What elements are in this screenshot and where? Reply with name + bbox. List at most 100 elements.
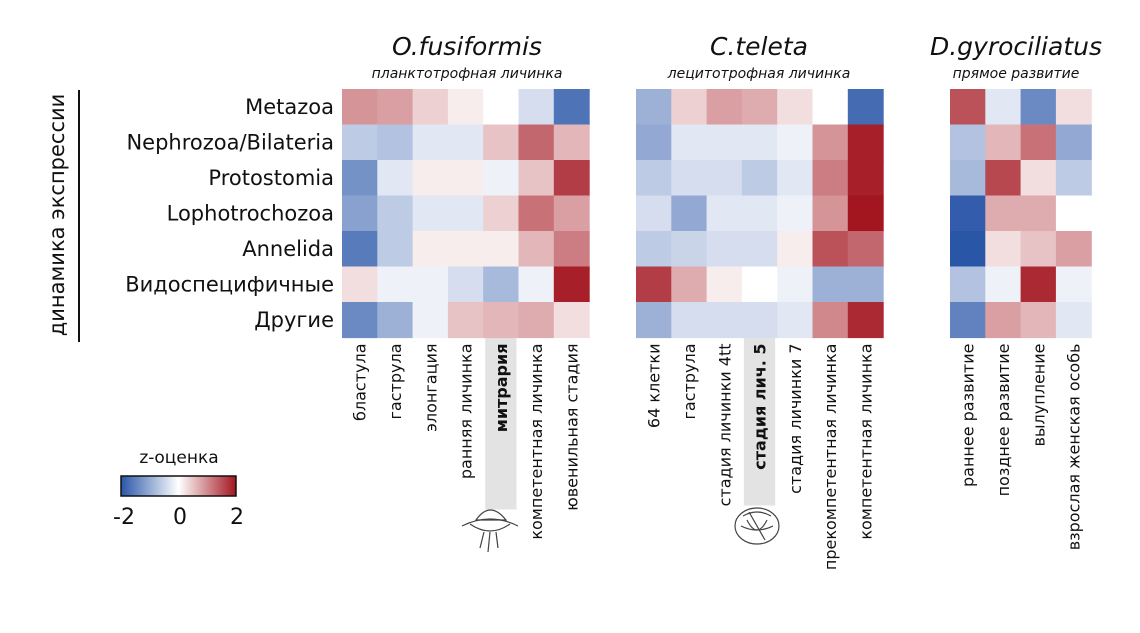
heatmap-cell [671,302,708,339]
column-label: раннее развитие [959,344,978,488]
heatmap-cell [342,231,378,268]
heatmap-cell [483,266,520,303]
trochophore-larva-icon [734,507,780,545]
heatmap-cell [447,266,484,303]
heatmap-cell [985,302,1022,339]
heatmap-cell [377,266,414,303]
heatmap-cell [553,89,590,126]
heatmap-cell [671,89,708,126]
heatmap-cell [1020,266,1057,303]
heatmap-cell [950,195,986,232]
heatmap-cell [412,302,449,339]
heatmap-cell [1055,124,1092,161]
heatmap-cell [741,302,778,339]
heatmap-cell [377,231,414,268]
heatmap-cell [518,160,555,197]
column-label: компетентная личинка [527,344,546,540]
heatmap-cell [447,160,484,197]
y-axis-label: динамика экспрессии [45,94,69,337]
heatmap-cell [777,160,814,197]
heatmap-cell [1020,124,1057,161]
species-title-ofusiformis: O.fusiformis [392,32,542,61]
heatmap-cell [741,266,778,303]
heatmap-cell [741,124,778,161]
column-labels: бластула гаструла элонгация ранняя личинка м… [351,344,1084,571]
heatmap-cell [447,89,484,126]
legend-min-label: -2 [113,505,135,530]
heatmap-cell [812,160,849,197]
heatmap-cells [342,89,1092,339]
heatmap-cell [706,160,743,197]
heatmap-cell [553,231,590,268]
heatmap-cell [1055,266,1092,303]
heatmap-cell [377,302,414,339]
species-title-cteleta: C.teleta [710,32,808,61]
column-label: вылупление [1029,344,1048,447]
highlight-band [485,337,517,510]
heatmap-cell [777,302,814,339]
heatmap-cell [847,124,884,161]
heatmap-cell [671,195,708,232]
heatmap-cell [847,302,884,339]
heatmap-cell [518,231,555,268]
heatmap-cell [518,89,555,126]
legend-colorbar [120,475,237,497]
heatmap-cell [777,231,814,268]
heatmap-cell [812,124,849,161]
heatmap-cell [636,195,672,232]
heatmap-cell [636,302,672,339]
heatmap-cell [1055,231,1092,268]
row-label: Lophotrochozoa [167,201,334,225]
heatmap-cell [706,124,743,161]
heatmap-cell [483,160,520,197]
heatmap-cell [706,231,743,268]
heatmap-cell [812,89,849,126]
column-label: ранняя личинка [457,344,476,480]
heatmap-cell [950,160,986,197]
heatmap-cell [412,195,449,232]
heatmap-cell [553,195,590,232]
heatmap-cell [483,195,520,232]
heatmap-cell [847,231,884,268]
heatmap-cell [518,302,555,339]
heatmap-cell [847,195,884,232]
column-label: стадия личинки 4tt [715,344,734,507]
legend-title: z-оценка [139,448,218,468]
heatmap-cell [1055,89,1092,126]
heatmap-cell [377,124,414,161]
heatmap-cell [377,160,414,197]
heatmap-cell [1020,89,1057,126]
heatmap-cell [741,89,778,126]
heatmap-cell [671,231,708,268]
row-label: Другие [254,308,334,332]
heatmap-cell [706,89,743,126]
mitraria-larva-icon [461,509,519,553]
column-label: бластула [351,344,370,422]
heatmap-cell [847,89,884,126]
heatmap-cell [342,160,378,197]
heatmap-cell [447,231,484,268]
heatmap-cell [412,231,449,268]
heatmap-cell [777,89,814,126]
heatmap-cell [950,89,986,126]
heatmap-cell [985,195,1022,232]
heatmap-cell [950,266,986,303]
species-title-dgyrociliatus: D.gyrociliatus [930,32,1102,61]
heatmap-cell [483,124,520,161]
heatmap-cell [518,266,555,303]
heatmap-cell [950,124,986,161]
heatmap-cell [812,302,849,339]
heatmap-cell [412,89,449,126]
heatmap-cell [1020,195,1057,232]
row-label: Metazoa [245,95,334,119]
species-subtitle-cteleta: лецитотрофная личинка [667,66,851,82]
column-label: стадия лич. 5 [751,344,770,470]
heatmap-cell [1055,160,1092,197]
heatmap-cell [342,302,378,339]
column-label: прекомпетентная личинка [821,344,840,571]
row-label: Protostomia [208,166,334,190]
column-label: митрария [492,344,511,433]
heatmap-cell [412,124,449,161]
heatmap-cell [636,160,672,197]
